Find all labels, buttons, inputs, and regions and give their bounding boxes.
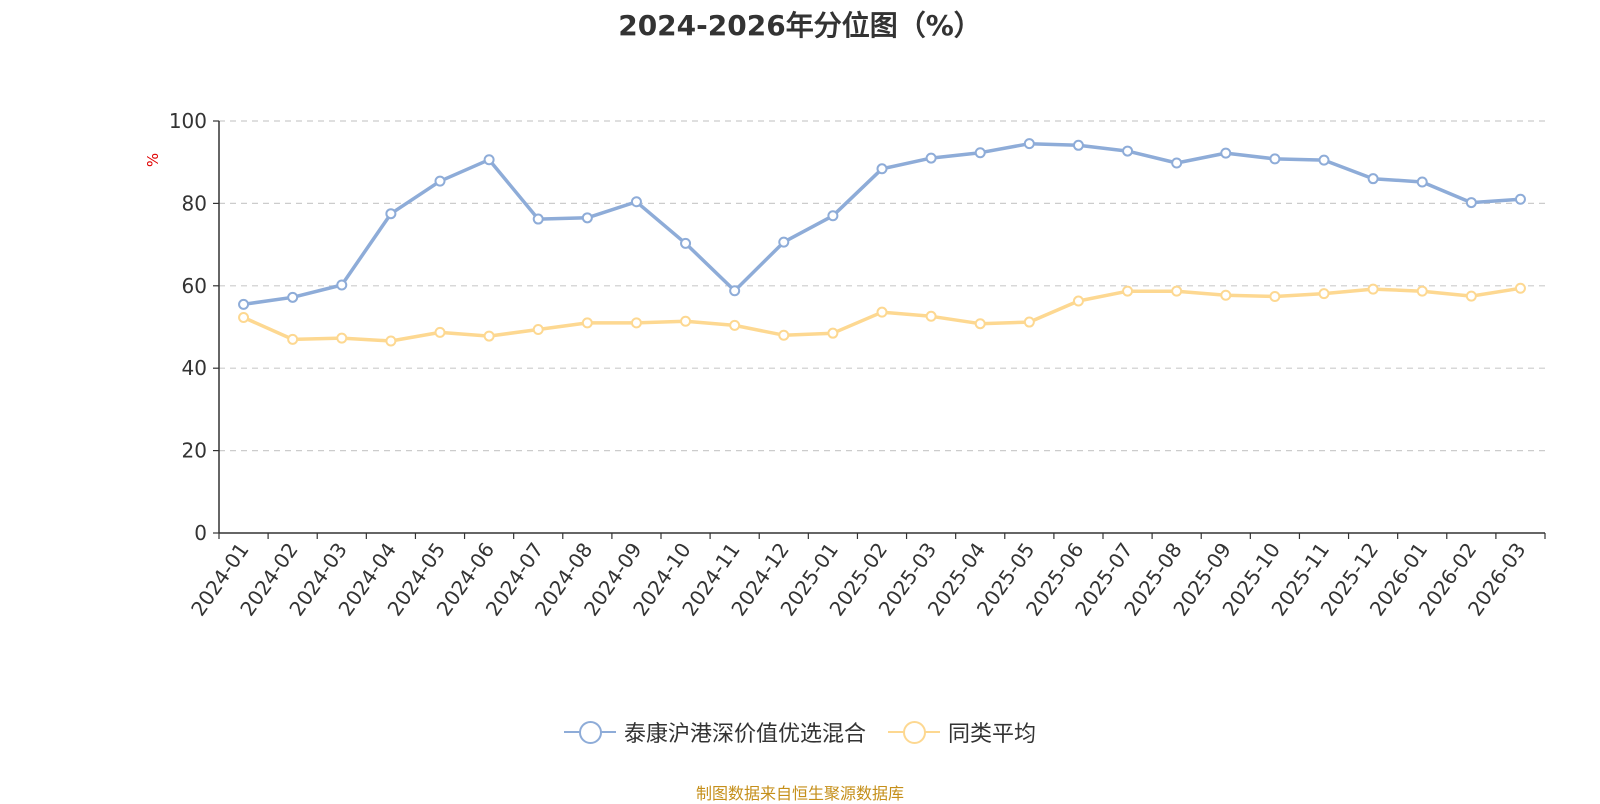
y-tick-label: 20 xyxy=(182,439,207,463)
data-point-1[interactable] xyxy=(974,318,986,330)
legend-marker-fund xyxy=(563,720,616,744)
data-point-1[interactable] xyxy=(434,326,446,338)
data-point-1[interactable] xyxy=(1318,288,1330,300)
data-point-1[interactable] xyxy=(1465,290,1477,302)
data-point-1[interactable] xyxy=(1072,295,1084,307)
data-point-0[interactable] xyxy=(238,298,250,310)
grid-lines xyxy=(219,120,1545,452)
axes: 0204060801002024-012024-022024-032024-04… xyxy=(169,109,1546,620)
data-point-0[interactable] xyxy=(827,210,839,222)
data-point-1[interactable] xyxy=(1269,291,1281,303)
data-point-1[interactable] xyxy=(385,335,397,347)
data-point-1[interactable] xyxy=(1023,316,1035,328)
y-axis-unit: % xyxy=(144,153,162,167)
data-point-0[interactable] xyxy=(876,163,888,175)
data-point-1[interactable] xyxy=(630,317,642,329)
data-point-0[interactable] xyxy=(581,212,593,224)
data-point-1[interactable] xyxy=(1514,282,1526,294)
data-point-0[interactable] xyxy=(336,279,348,291)
data-point-0[interactable] xyxy=(1465,197,1477,209)
data-point-0[interactable] xyxy=(778,236,790,248)
data-point-0[interactable] xyxy=(1171,157,1183,169)
data-point-1[interactable] xyxy=(483,330,495,342)
data-point-0[interactable] xyxy=(1023,138,1035,150)
data-point-1[interactable] xyxy=(581,317,593,329)
data-point-0[interactable] xyxy=(1072,139,1084,151)
data-point-1[interactable] xyxy=(1416,285,1428,297)
data-point-0[interactable] xyxy=(974,147,986,159)
data-point-1[interactable] xyxy=(778,329,790,341)
data-point-0[interactable] xyxy=(483,154,495,166)
series xyxy=(238,138,1526,347)
data-point-0[interactable] xyxy=(385,208,397,220)
data-point-1[interactable] xyxy=(729,319,741,331)
legend-item-fund[interactable]: 泰康沪港深价值优选混合 xyxy=(563,716,866,748)
data-point-1[interactable] xyxy=(876,306,888,318)
data-point-1[interactable] xyxy=(1122,285,1134,297)
data-point-1[interactable] xyxy=(925,310,937,322)
source-note: 制图数据来自恒生聚源数据库 xyxy=(695,784,904,803)
data-point-0[interactable] xyxy=(1122,145,1134,157)
data-point-0[interactable] xyxy=(1220,147,1232,159)
data-point-1[interactable] xyxy=(336,332,348,344)
data-point-1[interactable] xyxy=(827,327,839,339)
legend: 泰康沪港深价值优选混合 同类平均 xyxy=(0,716,1600,748)
data-point-1[interactable] xyxy=(1171,285,1183,297)
y-tick-label: 0 xyxy=(194,521,207,545)
chart-title: 2024-2026年分位图（%） xyxy=(618,9,982,42)
data-point-0[interactable] xyxy=(532,213,544,225)
data-point-0[interactable] xyxy=(680,237,692,249)
data-point-1[interactable] xyxy=(680,315,692,327)
y-tick-label: 60 xyxy=(182,274,207,298)
data-point-0[interactable] xyxy=(434,175,446,187)
data-point-0[interactable] xyxy=(925,152,937,164)
legend-marker-peer-average xyxy=(888,720,940,744)
data-point-0[interactable] xyxy=(1318,154,1330,166)
data-point-0[interactable] xyxy=(1416,176,1428,188)
legend-label-peer-average: 同类平均 xyxy=(948,722,1037,747)
data-point-1[interactable] xyxy=(1220,289,1232,301)
legend-item-peer-average[interactable]: 同类平均 xyxy=(888,716,1036,748)
data-point-0[interactable] xyxy=(729,285,741,297)
y-tick-label: 40 xyxy=(182,356,207,380)
data-point-0[interactable] xyxy=(1367,173,1379,185)
y-tick-label: 80 xyxy=(182,191,207,215)
legend-label-fund: 泰康沪港深价值优选混合 xyxy=(623,722,866,747)
data-point-1[interactable] xyxy=(287,333,299,345)
data-point-0[interactable] xyxy=(630,196,642,208)
data-point-1[interactable] xyxy=(238,312,250,324)
data-point-0[interactable] xyxy=(1269,153,1281,165)
data-point-1[interactable] xyxy=(532,323,544,335)
data-point-0[interactable] xyxy=(1514,193,1526,205)
data-point-1[interactable] xyxy=(1367,283,1379,295)
y-tick-label: 100 xyxy=(169,109,207,133)
data-point-0[interactable] xyxy=(287,291,299,303)
